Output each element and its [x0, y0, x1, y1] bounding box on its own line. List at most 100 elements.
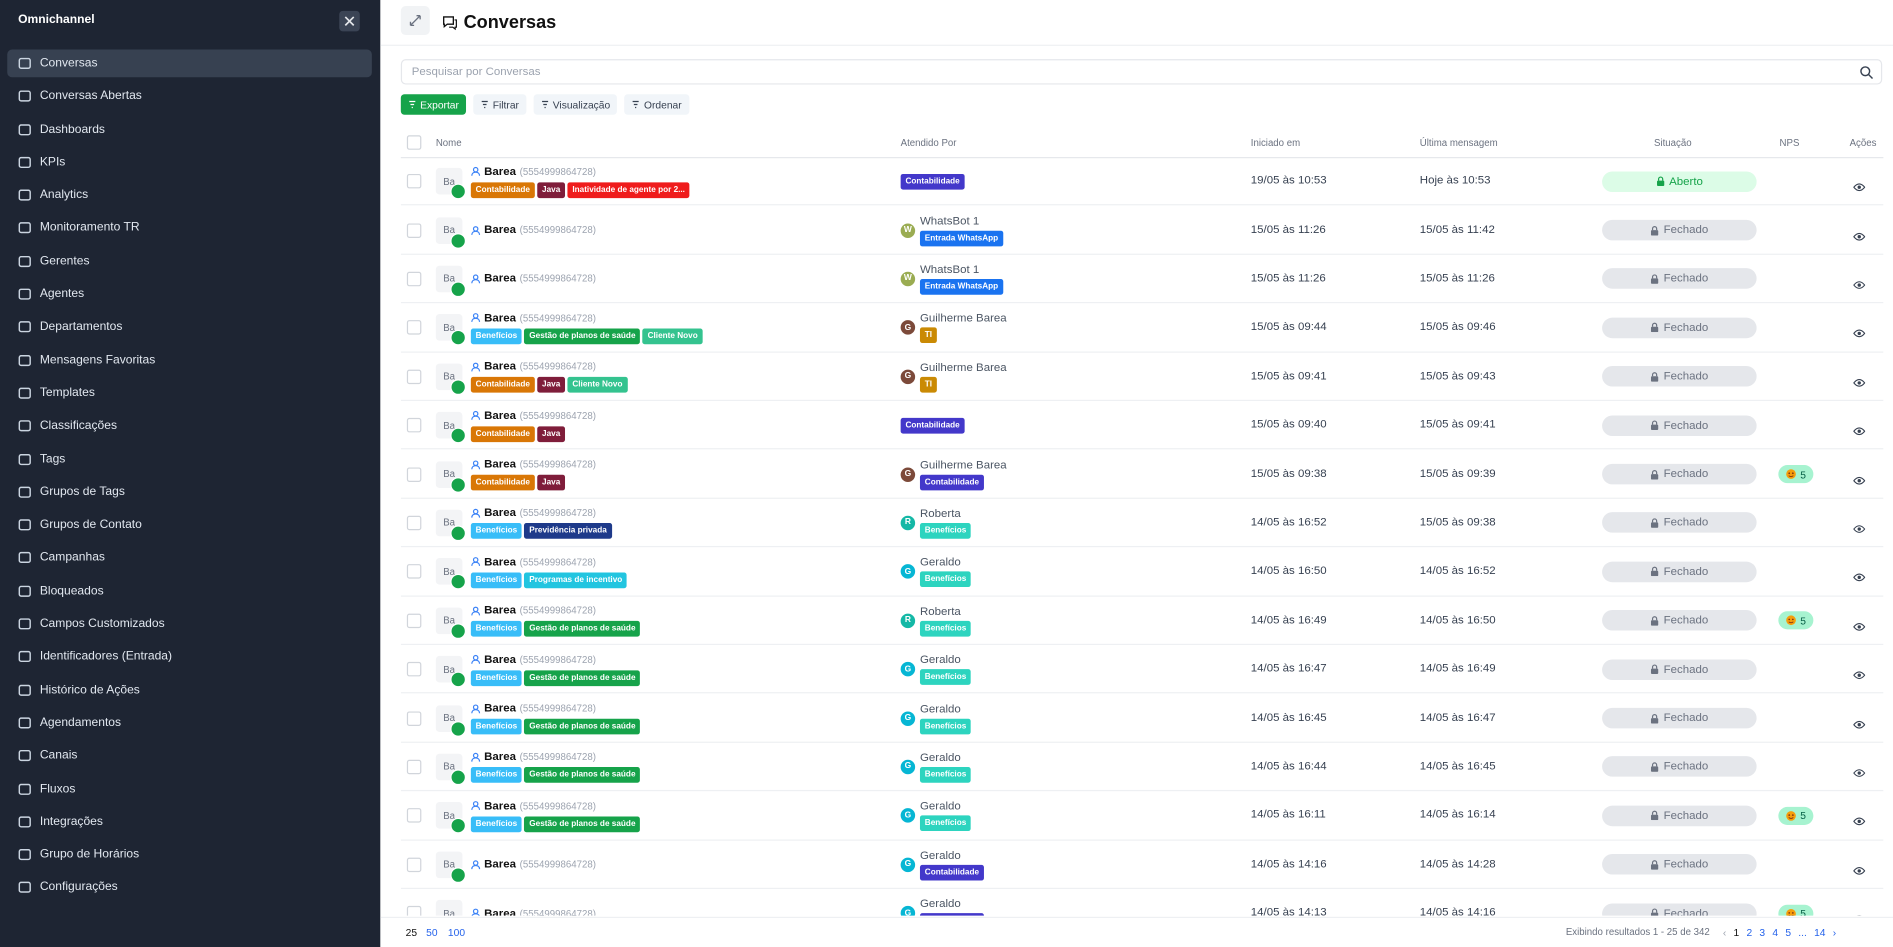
- toolbar-button[interactable]: Exportar: [400, 94, 467, 115]
- nav-item[interactable]: Conversas: [7, 49, 372, 78]
- row-checkbox[interactable]: [406, 710, 422, 726]
- page-size[interactable]: 25: [405, 926, 418, 939]
- page-link[interactable]: 14: [1814, 926, 1826, 939]
- page-size[interactable]: 100: [447, 926, 466, 939]
- nav-item[interactable]: Integrações: [7, 808, 372, 836]
- row-checkbox[interactable]: [406, 369, 422, 384]
- nav-item[interactable]: Dashboards: [7, 115, 372, 143]
- nav-item[interactable]: Configurações: [7, 874, 372, 902]
- eye-icon: [1859, 915, 1860, 916]
- column-header[interactable]: Situação: [1654, 137, 1692, 149]
- view-action[interactable]: [1853, 762, 1866, 784]
- nav-item[interactable]: Tags: [7, 445, 372, 473]
- page-link[interactable]: 2: [1746, 926, 1753, 939]
- row-checkbox[interactable]: [406, 174, 422, 189]
- row-checkbox[interactable]: [406, 759, 422, 775]
- view-action[interactable]: [1853, 713, 1866, 735]
- started-at: 14/05 às 14:16: [1250, 857, 1327, 871]
- row-checkbox[interactable]: [406, 662, 422, 677]
- expand-button[interactable]: [400, 6, 430, 36]
- view-action[interactable]: [1853, 469, 1866, 491]
- view-action[interactable]: [1853, 323, 1866, 345]
- nav-item[interactable]: Mensagens Favoritas: [7, 346, 372, 374]
- nav-item[interactable]: Bloqueados: [7, 577, 372, 605]
- prev-page[interactable]: ‹: [1722, 926, 1727, 939]
- view-action[interactable]: [1853, 909, 1865, 916]
- view-action[interactable]: [1853, 860, 1866, 882]
- view-action[interactable]: [1853, 372, 1866, 394]
- contact-name-line: Barea (5554999864728): [471, 604, 640, 618]
- nav-item[interactable]: Grupo de Horários: [7, 841, 372, 869]
- nav-item[interactable]: Classificações: [7, 412, 372, 440]
- page-link[interactable]: 1: [1733, 926, 1740, 939]
- nav-item[interactable]: Fluxos: [7, 775, 372, 803]
- view-action[interactable]: [1853, 665, 1866, 687]
- status-label: Fechado: [1663, 516, 1709, 530]
- row-checkbox[interactable]: [406, 418, 422, 433]
- close-button[interactable]: [339, 10, 360, 32]
- nav-item[interactable]: Agendamentos: [7, 709, 372, 737]
- contact-phone: (5554999864728): [519, 800, 596, 812]
- row-checkbox[interactable]: [406, 515, 422, 531]
- nav: Conversas Conversas Abertas Dashboards KPIs…: [7, 49, 372, 907]
- page-link[interactable]: 5: [1785, 926, 1792, 939]
- nav-item[interactable]: Analytics: [7, 181, 372, 209]
- eye-icon: [1853, 720, 1866, 729]
- view-action[interactable]: [1853, 518, 1866, 540]
- toolbar-button[interactable]: Visualização: [533, 94, 618, 115]
- nav-item[interactable]: Canais: [7, 742, 372, 770]
- eye-icon: [1853, 378, 1866, 387]
- nav-item[interactable]: KPIs: [7, 148, 372, 176]
- nav-item[interactable]: Campos Customizados: [7, 610, 372, 638]
- view-action[interactable]: [1853, 567, 1866, 589]
- nav-item[interactable]: Templates: [7, 379, 372, 407]
- tag: Contabilidade: [470, 377, 535, 393]
- agent-tag: Benefícios: [919, 620, 972, 637]
- table-row: Ba Barea (5554999864728) Benefícios Gestão d…: [400, 303, 1884, 353]
- page-size[interactable]: 50: [426, 926, 438, 939]
- nav-item[interactable]: Agentes: [7, 280, 372, 308]
- nav-item[interactable]: Grupos de Contato: [7, 511, 372, 539]
- column-header[interactable]: Última mensagem: [1419, 137, 1498, 149]
- column-header[interactable]: Iniciado em: [1250, 137, 1301, 149]
- row-checkbox[interactable]: [406, 808, 422, 824]
- lock-icon: [1650, 420, 1659, 431]
- nav-icon: [18, 321, 31, 333]
- column-header[interactable]: Atendido Por: [900, 137, 957, 149]
- search-box[interactable]: Pesquisar por Conversas: [400, 59, 1883, 85]
- page-link[interactable]: 4: [1772, 926, 1779, 939]
- nav-icon: [18, 750, 31, 762]
- row-checkbox[interactable]: [406, 564, 422, 580]
- row-checkbox[interactable]: [406, 857, 422, 872]
- nav-item[interactable]: Departamentos: [7, 313, 372, 341]
- row-checkbox[interactable]: [406, 906, 422, 916]
- nav-item[interactable]: Gerentes: [7, 247, 372, 275]
- nav-item[interactable]: Campanhas: [7, 544, 372, 572]
- nav-item[interactable]: Grupos de Tags: [7, 478, 372, 506]
- row-checkbox[interactable]: [406, 466, 422, 482]
- nav-item[interactable]: Conversas Abertas: [7, 82, 372, 110]
- view-action[interactable]: [1853, 811, 1866, 833]
- nav-item[interactable]: Identificadores (Entrada): [7, 643, 372, 671]
- toolbar-button[interactable]: Ordenar: [624, 94, 689, 115]
- status-label: Fechado: [1663, 857, 1709, 872]
- view-action[interactable]: [1853, 177, 1866, 199]
- row-checkbox[interactable]: [406, 320, 422, 336]
- next-page[interactable]: ›: [1832, 926, 1837, 939]
- row-checkbox[interactable]: [406, 222, 422, 238]
- page-link[interactable]: ...: [1798, 926, 1807, 939]
- column-header[interactable]: NPS: [1779, 137, 1800, 149]
- nav-item[interactable]: Monitoramento TR: [7, 214, 372, 242]
- view-action[interactable]: [1853, 421, 1866, 443]
- contact-phone: (5554999864728): [519, 751, 596, 763]
- view-action[interactable]: [1853, 274, 1866, 296]
- toolbar-button[interactable]: Filtrar: [473, 94, 527, 115]
- column-header[interactable]: Nome: [435, 137, 462, 149]
- page-link[interactable]: 3: [1759, 926, 1766, 939]
- select-all-checkbox[interactable]: [406, 135, 422, 150]
- nav-item[interactable]: Histórico de Ações: [7, 676, 372, 704]
- view-action[interactable]: [1853, 616, 1866, 638]
- view-action[interactable]: [1853, 225, 1866, 247]
- row-checkbox[interactable]: [406, 613, 422, 628]
- row-checkbox[interactable]: [406, 271, 422, 287]
